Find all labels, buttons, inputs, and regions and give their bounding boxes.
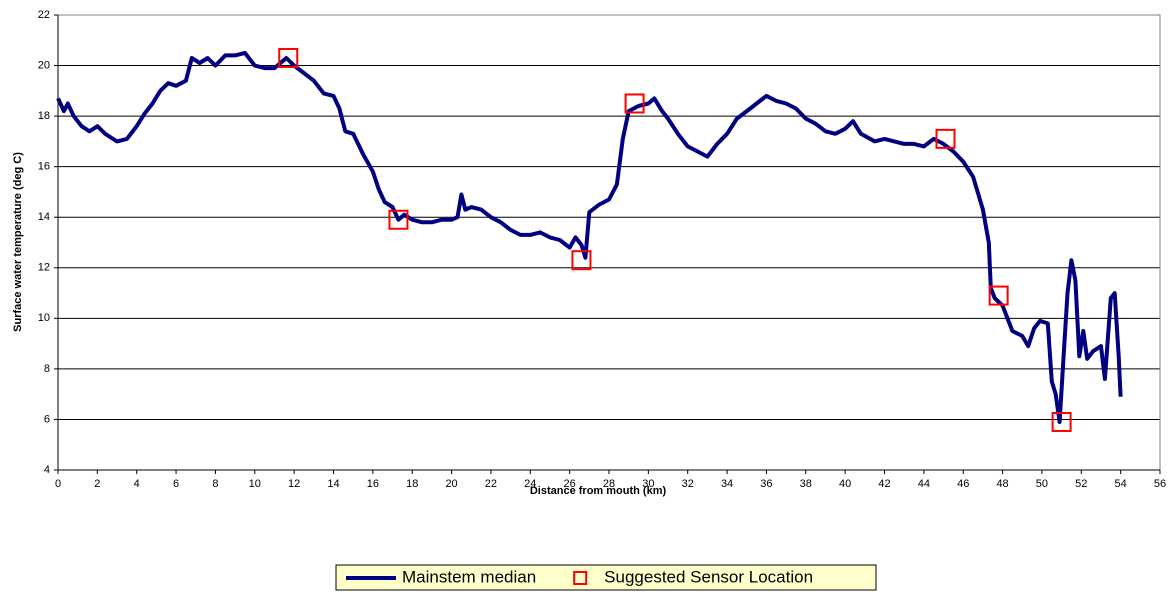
x-tick-label: 28 — [603, 478, 615, 490]
x-tick-label: 12 — [288, 478, 300, 490]
x-tick-label: 0 — [55, 478, 61, 490]
y-tick-label: 22 — [38, 9, 50, 21]
x-tick-label: 14 — [327, 478, 339, 490]
legend-label: Mainstem median — [402, 567, 536, 586]
y-tick-label: 10 — [38, 312, 50, 324]
x-tick-label: 38 — [800, 478, 812, 490]
x-tick-label: 46 — [957, 478, 969, 490]
x-tick-label: 32 — [682, 478, 694, 490]
sensor-marker — [624, 93, 645, 114]
sensor-marker — [571, 250, 592, 271]
sensor-marker — [1051, 411, 1072, 432]
x-tick-label: 42 — [878, 478, 890, 490]
x-tick-label: 56 — [1154, 478, 1166, 490]
y-tick-label: 16 — [38, 161, 50, 173]
sensor-marker — [988, 285, 1009, 306]
x-tick-label: 6 — [173, 478, 179, 490]
legend-swatch — [573, 571, 588, 585]
x-tick-label: 20 — [445, 478, 457, 490]
plot-border — [57, 14, 1161, 471]
y-tick-label: 18 — [38, 110, 50, 122]
x-tick-label: 54 — [1115, 478, 1127, 490]
y-tick-label: 12 — [38, 262, 50, 274]
sensor-marker — [388, 209, 409, 230]
x-tick-label: 4 — [134, 478, 140, 490]
x-tick-label: 44 — [918, 478, 930, 490]
y-tick-label: 14 — [38, 211, 50, 223]
x-tick-label: 22 — [485, 478, 497, 490]
y-axis-label: Surface water temperature (deg C) — [12, 152, 24, 332]
sensor-marker — [278, 47, 299, 68]
x-tick-label: 26 — [564, 478, 576, 490]
data-line — [56, 50, 1123, 424]
x-tick-label: 2 — [94, 478, 100, 490]
sensor-marker — [935, 128, 956, 149]
x-tick-label: 18 — [406, 478, 418, 490]
x-tick-label: 50 — [1036, 478, 1048, 490]
x-tick-label: 52 — [1075, 478, 1087, 490]
x-tick-label: 40 — [839, 478, 851, 490]
y-tick-label: 4 — [44, 464, 50, 476]
x-tick-label: 36 — [760, 478, 772, 490]
x-tick-label: 34 — [721, 478, 733, 490]
x-axis-label: Distance from mouth (km) — [530, 485, 667, 497]
legend-box — [335, 564, 877, 591]
y-tick-label: 8 — [44, 363, 50, 375]
x-tick-label: 30 — [642, 478, 654, 490]
x-tick-label: 48 — [996, 478, 1008, 490]
x-tick-label: 24 — [524, 478, 536, 490]
y-tick-label: 6 — [44, 413, 50, 425]
legend-label: Suggested Sensor Location — [604, 567, 813, 586]
x-tick-label: 10 — [249, 478, 261, 490]
x-tick-label: 8 — [212, 478, 218, 490]
x-tick-label: 16 — [367, 478, 379, 490]
y-tick-label: 20 — [38, 59, 50, 71]
